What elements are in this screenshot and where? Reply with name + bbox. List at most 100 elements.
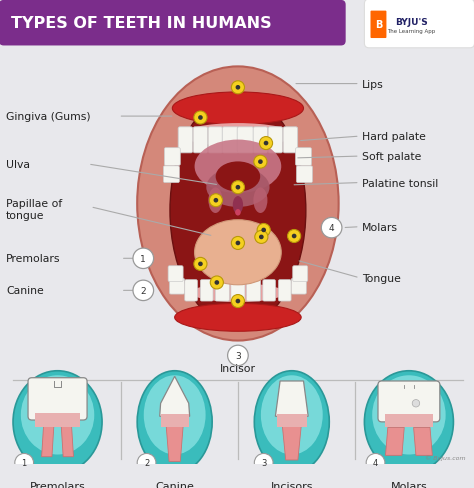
Circle shape <box>288 230 301 243</box>
Circle shape <box>231 81 245 95</box>
Text: Gingiva (Gums): Gingiva (Gums) <box>6 112 91 122</box>
FancyBboxPatch shape <box>237 127 254 154</box>
Text: 3: 3 <box>261 458 266 468</box>
Ellipse shape <box>137 371 212 473</box>
Circle shape <box>194 112 207 125</box>
Ellipse shape <box>254 188 267 214</box>
FancyBboxPatch shape <box>378 381 440 422</box>
FancyBboxPatch shape <box>168 266 183 282</box>
Circle shape <box>198 116 203 121</box>
Ellipse shape <box>21 375 94 455</box>
Circle shape <box>198 262 203 266</box>
Circle shape <box>215 281 219 285</box>
FancyBboxPatch shape <box>292 279 306 294</box>
Ellipse shape <box>191 284 285 303</box>
Text: BYJU'S: BYJU'S <box>395 18 428 27</box>
FancyBboxPatch shape <box>278 280 291 302</box>
FancyBboxPatch shape <box>35 413 80 427</box>
Circle shape <box>210 194 222 207</box>
FancyBboxPatch shape <box>222 127 238 154</box>
FancyBboxPatch shape <box>164 148 180 166</box>
Circle shape <box>231 237 245 250</box>
Circle shape <box>255 453 273 472</box>
Circle shape <box>231 295 245 308</box>
Text: 2: 2 <box>140 286 146 295</box>
Circle shape <box>258 160 263 164</box>
FancyBboxPatch shape <box>164 166 179 183</box>
Text: Molars: Molars <box>391 481 427 488</box>
Circle shape <box>236 241 240 246</box>
Ellipse shape <box>216 162 260 192</box>
Circle shape <box>321 218 342 238</box>
Polygon shape <box>61 427 73 457</box>
Circle shape <box>236 185 240 190</box>
FancyBboxPatch shape <box>201 280 213 302</box>
Ellipse shape <box>170 95 306 327</box>
FancyBboxPatch shape <box>215 280 229 302</box>
FancyBboxPatch shape <box>193 127 208 154</box>
Text: Papillae of: Papillae of <box>6 199 62 209</box>
Ellipse shape <box>261 375 323 455</box>
Polygon shape <box>385 427 404 455</box>
FancyBboxPatch shape <box>185 280 197 302</box>
FancyBboxPatch shape <box>296 148 311 166</box>
Text: Incisors: Incisors <box>271 481 313 488</box>
Circle shape <box>255 231 268 244</box>
Circle shape <box>236 86 240 90</box>
Circle shape <box>261 228 266 233</box>
Ellipse shape <box>365 371 454 473</box>
FancyBboxPatch shape <box>293 266 308 282</box>
Circle shape <box>15 453 34 472</box>
Text: Hard palate: Hard palate <box>362 132 426 142</box>
Text: Premolars: Premolars <box>6 254 61 264</box>
Text: © Byjus.com: © Byjus.com <box>425 454 465 460</box>
Ellipse shape <box>173 93 303 125</box>
Circle shape <box>259 235 264 240</box>
Ellipse shape <box>144 375 206 455</box>
FancyBboxPatch shape <box>371 12 386 39</box>
FancyBboxPatch shape <box>0 1 346 46</box>
FancyBboxPatch shape <box>161 414 189 427</box>
Ellipse shape <box>233 197 243 214</box>
Text: 1: 1 <box>21 458 27 468</box>
Text: Canine: Canine <box>155 481 194 488</box>
Text: Tongue: Tongue <box>362 273 401 283</box>
Circle shape <box>231 182 245 194</box>
FancyBboxPatch shape <box>263 280 275 302</box>
Ellipse shape <box>137 67 338 341</box>
Ellipse shape <box>206 168 270 207</box>
Polygon shape <box>42 427 54 457</box>
Text: The Learning App: The Learning App <box>387 29 436 34</box>
Text: B: B <box>375 20 382 30</box>
Circle shape <box>133 281 154 301</box>
Text: 4: 4 <box>329 224 335 233</box>
Ellipse shape <box>235 210 241 216</box>
FancyBboxPatch shape <box>170 279 184 294</box>
Text: Incisor: Incisor <box>220 363 256 373</box>
Text: Ulva: Ulva <box>6 160 30 170</box>
Circle shape <box>292 234 296 239</box>
FancyBboxPatch shape <box>231 280 245 302</box>
Circle shape <box>412 400 419 407</box>
Circle shape <box>133 248 154 269</box>
FancyBboxPatch shape <box>253 127 268 154</box>
Text: Palatine tonsil: Palatine tonsil <box>362 178 438 188</box>
FancyBboxPatch shape <box>178 127 193 154</box>
Text: 3: 3 <box>235 351 241 360</box>
Polygon shape <box>414 427 432 455</box>
FancyBboxPatch shape <box>28 378 87 420</box>
Text: Soft palate: Soft palate <box>362 152 421 162</box>
Text: Molars: Molars <box>362 222 398 232</box>
Polygon shape <box>283 427 301 460</box>
Ellipse shape <box>209 188 222 214</box>
Circle shape <box>264 142 268 146</box>
Ellipse shape <box>182 124 294 147</box>
FancyBboxPatch shape <box>365 0 474 49</box>
Text: Canine: Canine <box>6 286 44 296</box>
FancyBboxPatch shape <box>268 127 283 154</box>
Circle shape <box>210 276 223 289</box>
Circle shape <box>259 137 273 150</box>
Ellipse shape <box>13 371 102 473</box>
FancyBboxPatch shape <box>208 127 223 154</box>
FancyBboxPatch shape <box>246 280 261 302</box>
